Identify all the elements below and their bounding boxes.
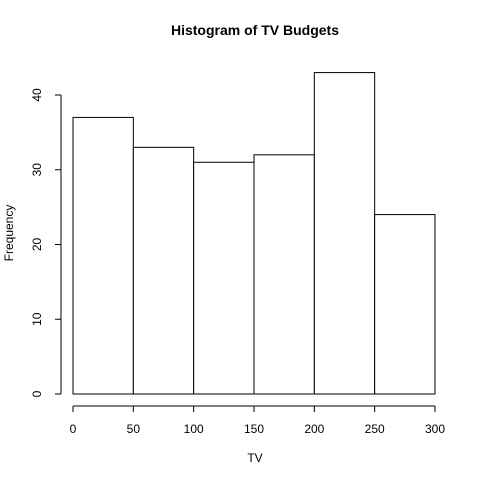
bar-4 [313,72,376,395]
y-tick-label: 30 [30,163,44,177]
bar-0 [72,116,134,395]
x-axis-label: TV [247,451,262,465]
x-tick-label: 50 [127,422,141,436]
x-tick-label: 250 [365,422,385,436]
y-tick-label: 0 [30,390,44,397]
y-tick-label: 40 [30,88,44,102]
chart-title: Histogram of TV Budgets [171,22,339,38]
x-tick-label: 150 [244,422,264,436]
bars-group [72,72,436,395]
x-tick-label: 300 [425,422,445,436]
bar-5 [374,214,436,395]
x-tick-label: 100 [184,422,204,436]
bar-3 [253,154,315,395]
x-tick-label: 200 [304,422,324,436]
bar-2 [193,161,255,395]
y-axis-label: Frequency [2,205,16,262]
x-tick-label: 0 [70,422,77,436]
bar-1 [132,146,195,395]
y-axis: 0 10 20 30 40 [30,88,62,397]
x-axis: 0 50 100 150 200 250 300 [70,405,445,436]
y-tick-label: 20 [30,238,44,252]
y-tick-label: 10 [30,312,44,326]
